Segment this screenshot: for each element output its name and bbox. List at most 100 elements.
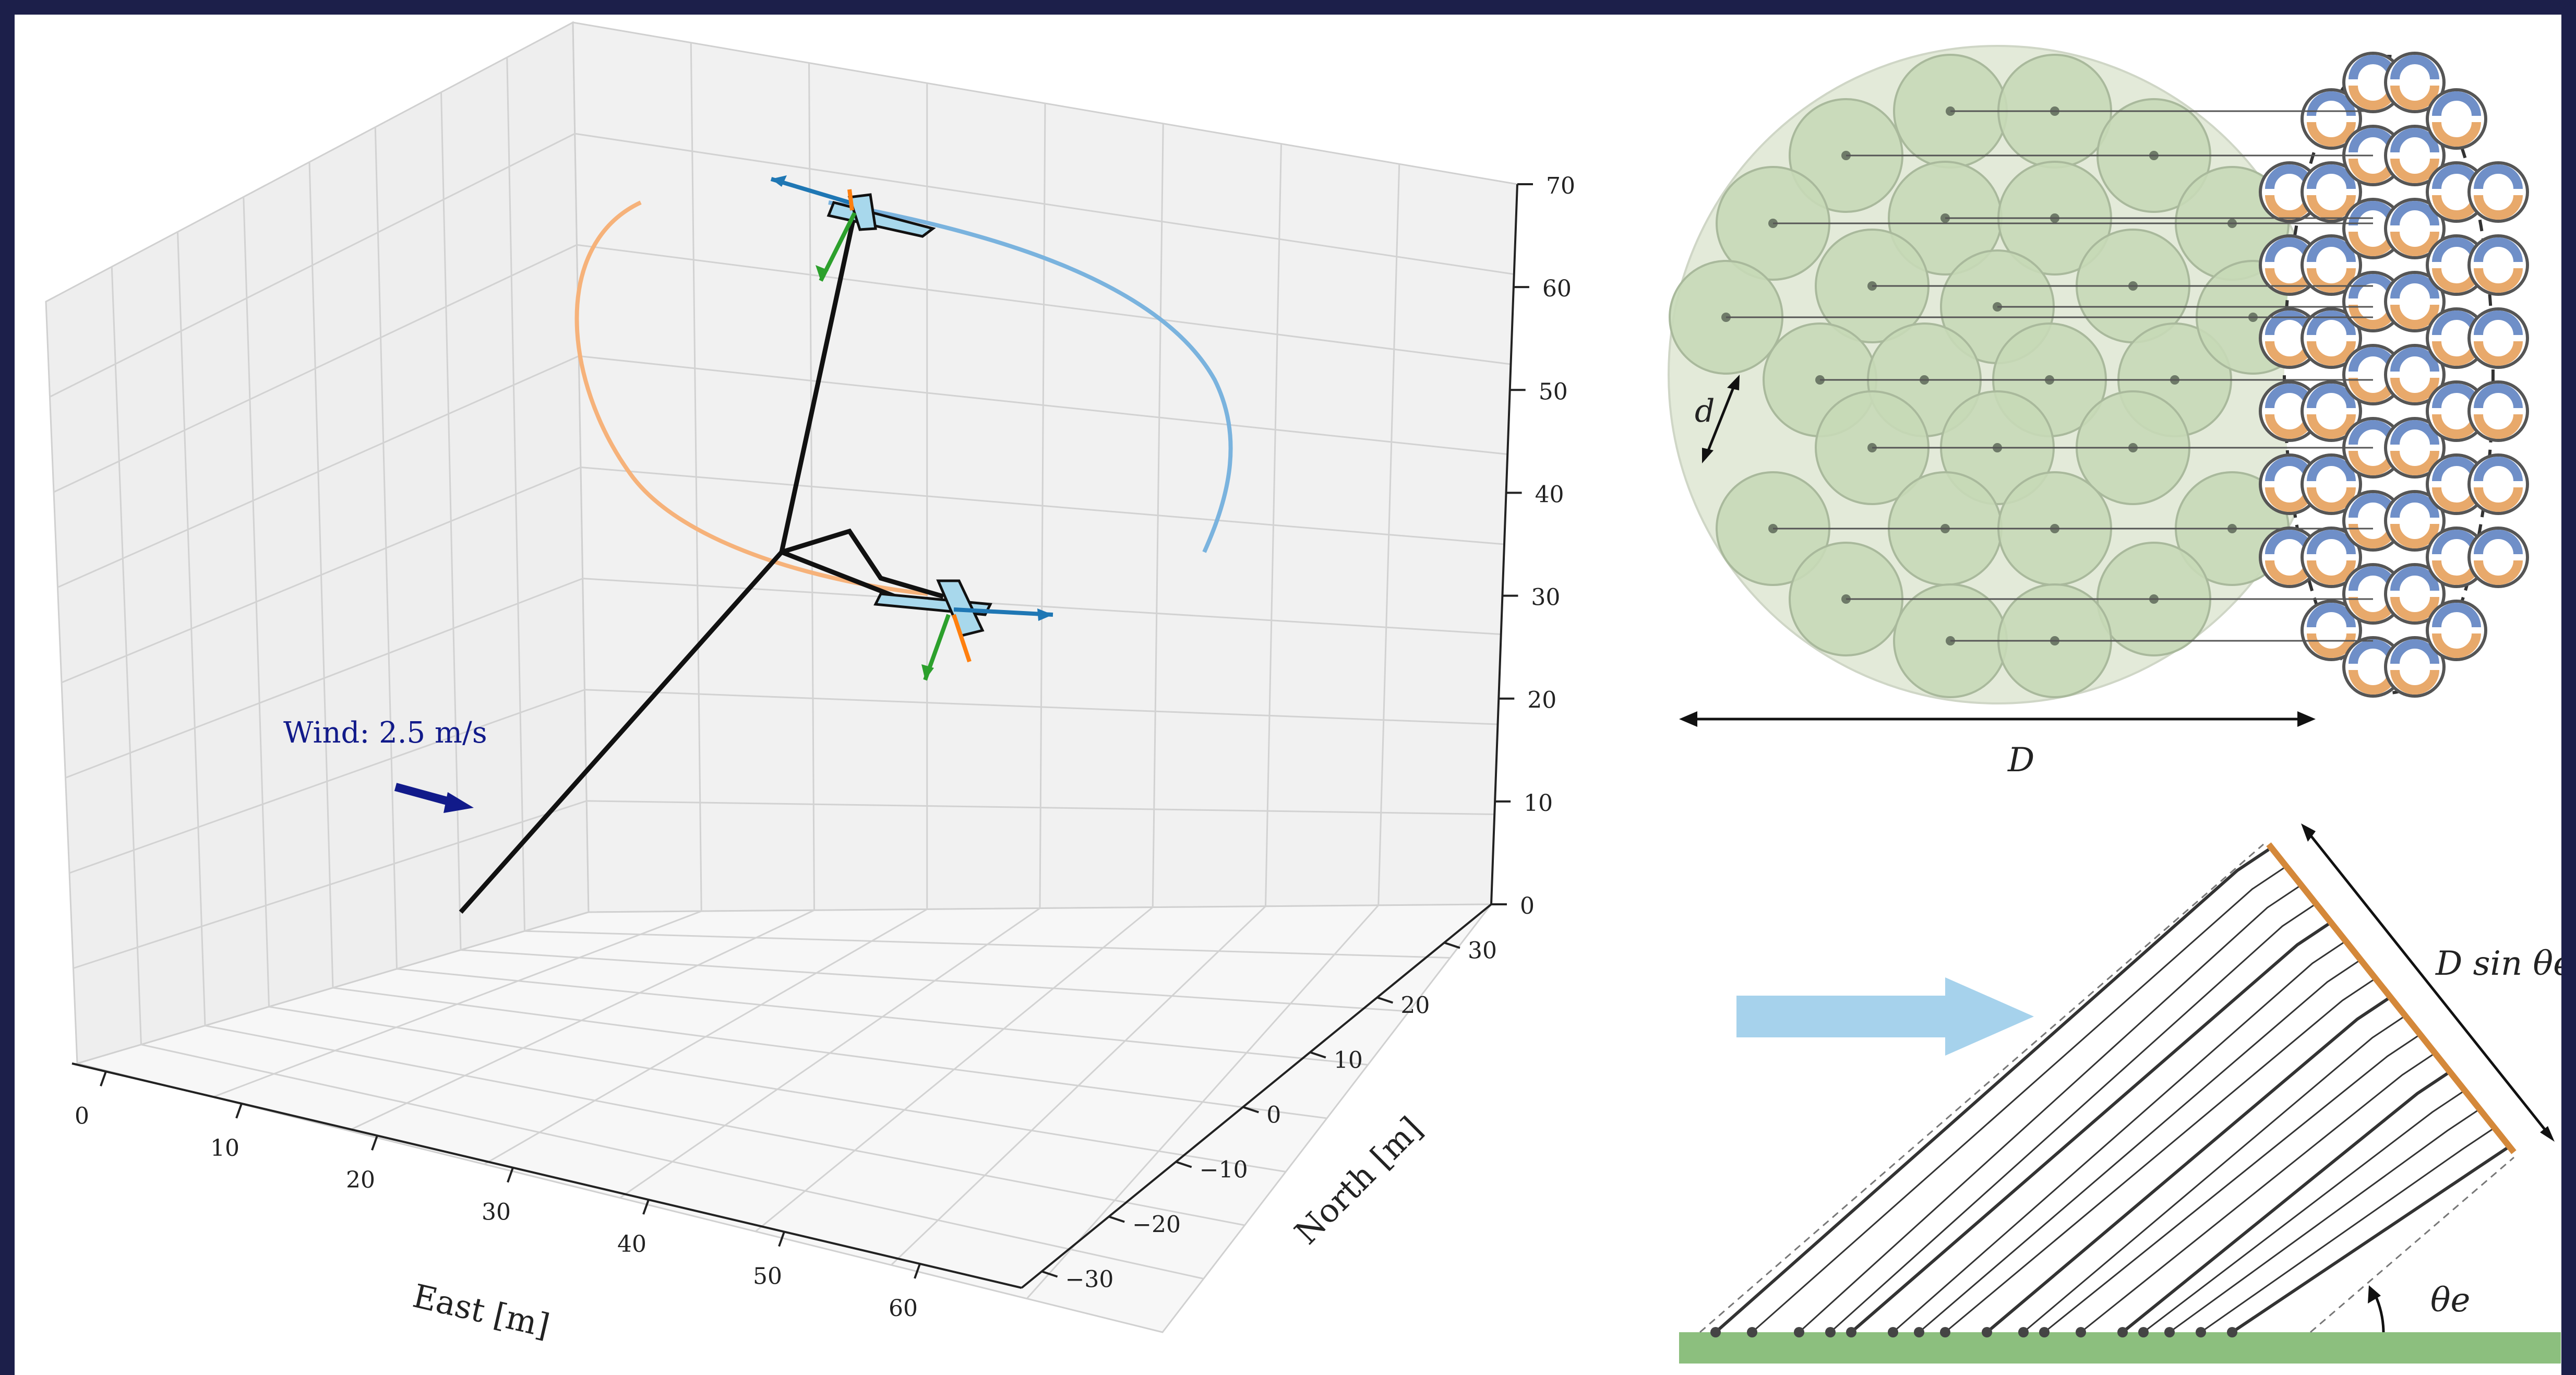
tether-line: [2143, 1090, 2464, 1333]
tether-line: [2044, 1035, 2419, 1333]
ring-blue-half: [2307, 310, 2356, 336]
anchor-dot: [2227, 1327, 2237, 1337]
ring-orange-half: [2307, 268, 2356, 293]
wind-arrow-icon-large: [1736, 977, 2034, 1056]
body-y-arrow: [847, 189, 854, 211]
anchor-dot: [2164, 1327, 2175, 1337]
theta-label: θe: [2430, 1281, 2470, 1320]
ground-strip: [1679, 1332, 2561, 1364]
aircraft-upper: [770, 175, 936, 282]
slant-diagram: D sin θe θe: [1679, 823, 2561, 1364]
ring-orange-half: [2432, 633, 2481, 658]
ring-orange-half: [2390, 158, 2439, 183]
ring-blue-half: [2307, 164, 2356, 189]
east-tick-label: 0: [75, 1103, 89, 1129]
north-tick-label: 30: [1468, 938, 1497, 964]
north-tick: [1444, 941, 1460, 949]
ring-orange-half: [2390, 523, 2439, 548]
ring-blue-half: [2307, 603, 2356, 628]
z-tick-label: 70: [1546, 173, 1575, 199]
ring-orange-half: [2390, 596, 2439, 621]
z-tick-label: 30: [1531, 584, 1560, 611]
tether-line: [1919, 960, 2359, 1333]
plot-3d: 0 10 20 30 40 50 60 70 0 10 20 30 40 50 60 −30 −20 −10 0…: [45, 21, 1575, 1345]
ring-orange-half: [2307, 341, 2356, 366]
tether-line: [2200, 1128, 2495, 1333]
north-tick-label: 0: [1266, 1102, 1281, 1129]
east-tick: [914, 1263, 921, 1279]
main-tether: [459, 528, 944, 914]
ring-blue-half: [2307, 91, 2356, 116]
tether-line: [2023, 1016, 2404, 1333]
north-tick: [1176, 1161, 1192, 1168]
ring-blue-half: [2474, 530, 2523, 555]
ring-blue-half: [2390, 274, 2439, 299]
ring-blue-half: [2390, 493, 2439, 518]
z-tick-label: 60: [1542, 276, 1572, 302]
tether-line: [1798, 886, 2299, 1333]
east-axis-label: East [m]: [410, 1276, 553, 1345]
north-tick: [1310, 1051, 1326, 1059]
north-axis-ticks: −30 −20 −10 0 10 20 30: [1041, 938, 1497, 1293]
body-z-arrow: [819, 212, 857, 282]
D-dimension-arrow: [1679, 711, 2316, 727]
ring-orange-half: [2474, 195, 2523, 220]
anchor-dot: [2039, 1327, 2050, 1337]
ring-orange-half: [2474, 268, 2523, 293]
east-tick-label: 50: [753, 1263, 782, 1290]
east-tick: [778, 1231, 785, 1247]
connector-lines: [1726, 110, 2373, 642]
ring-blue-half: [2390, 128, 2439, 153]
anchor-dot: [1710, 1327, 1721, 1337]
ring-orange-half: [2390, 450, 2439, 475]
east-tick: [235, 1103, 243, 1119]
ring-blue-half: [2307, 530, 2356, 555]
wind-label: Wind: 2.5 m/s: [283, 716, 487, 750]
ring-blue-half: [2390, 55, 2439, 80]
anchor-dot: [1914, 1327, 1924, 1337]
wind-arrow-icon: [394, 783, 474, 813]
tether-line: [2231, 1145, 2510, 1334]
east-tick-label: 10: [210, 1135, 239, 1162]
ring-blue-half: [2474, 164, 2523, 189]
anchor-dot: [2138, 1327, 2149, 1337]
ring-orange-half: [2390, 85, 2439, 110]
d-label: d: [1695, 393, 1715, 429]
ring-symbols: [2259, 52, 2529, 698]
Dsin-dimension-arrow: [2301, 823, 2555, 1142]
north-tick-label: −20: [1132, 1212, 1181, 1238]
ring-orange-half: [2474, 341, 2523, 366]
upper-tether: [779, 212, 857, 553]
aircraft-lower: [873, 579, 1053, 681]
z-axis-line: [1490, 184, 1518, 905]
flight-path-blue: [828, 200, 1233, 553]
body-y-arrow-lower: [952, 614, 972, 663]
anchor-dot: [1846, 1327, 1856, 1337]
z-axis-ticks: 0 10 20 30 40 50 60 70: [1491, 173, 1575, 919]
north-tick-label: 20: [1400, 993, 1430, 1019]
tether-line: [1945, 979, 2375, 1333]
tether-line: [1715, 848, 2270, 1334]
ring-orange-half: [2474, 487, 2523, 512]
north-tick-label: −30: [1065, 1266, 1114, 1293]
anchor-dot: [2117, 1327, 2128, 1337]
north-tick: [1041, 1270, 1058, 1278]
ring-orange-half: [2432, 122, 2481, 147]
projected-edge: [2266, 842, 2517, 1154]
north-axis-line: [1021, 903, 1492, 1289]
z-tick-label: 0: [1520, 893, 1535, 919]
ring-orange-half: [2390, 377, 2439, 402]
east-tick: [507, 1167, 514, 1183]
z-tick-label: 50: [1539, 378, 1568, 405]
ring-blue-half: [2307, 384, 2356, 409]
anchor-dot: [2018, 1327, 2029, 1337]
ring-orange-half: [2307, 487, 2356, 512]
anchor-dot: [2076, 1327, 2086, 1337]
east-tick: [371, 1135, 378, 1151]
ring-orange-half: [2390, 669, 2439, 695]
flight-path-orange: [574, 200, 928, 596]
anchor-dot: [1747, 1327, 1757, 1337]
tether-line: [1986, 997, 2390, 1334]
tether-lines: [1710, 848, 2510, 1337]
east-tick-label: 30: [482, 1199, 511, 1226]
